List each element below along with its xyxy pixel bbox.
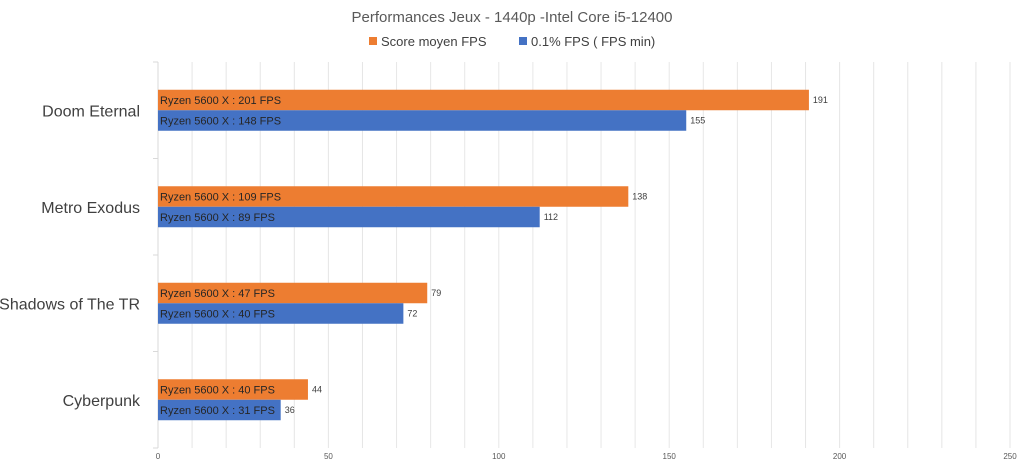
chart-title: Performances Jeux - 1440p -Intel Core i5… [351,9,672,26]
x-tick-label: 150 [663,452,677,460]
legend-swatch-1 [369,37,377,45]
bar-avg-fps [158,186,629,207]
bar-inner-label: Ryzen 5600 X : 148 FPS [160,116,281,128]
bar-avg-fps [158,282,428,304]
bar-inner-label: Ryzen 5600 X : 40 FPS [160,385,275,397]
bar-inner-label: Ryzen 5600 X : 47 FPS [160,288,275,300]
data-label: 79 [431,288,441,298]
legend-swatch-2 [519,37,527,45]
bar-min-fps [158,303,404,324]
legend-label-1: Score moyen FPS [381,34,487,49]
bar-inner-label: Ryzen 5600 X : 109 FPS [160,192,281,204]
category-label: Shadows of The TR [0,296,140,313]
category-label: Metro Exodus [41,200,140,217]
data-label: 155 [690,116,705,126]
legend-label-2: 0.1% FPS ( FPS min) [531,34,655,49]
data-label: 44 [312,385,322,395]
bars [158,89,809,421]
labels: 0 50 100 150 200 250 Doom Eternal 191 Ryzen 5600… [0,95,1017,460]
x-tick-label: 200 [833,452,847,460]
bar-avg-fps [158,379,308,400]
data-label: 72 [407,309,417,319]
category-label: Cyberpunk [63,393,141,410]
bar-min-fps [158,399,281,421]
data-label: 112 [544,212,558,222]
bar-min-fps [158,110,687,131]
data-label: 36 [285,405,295,415]
category-label: Doom Eternal [42,103,140,120]
bar-min-fps [158,206,540,228]
x-tick-label: 100 [492,452,506,460]
x-tick-label: 250 [1003,452,1017,460]
legend: Score moyen FPS 0.1% FPS ( FPS min) [369,34,655,49]
bar-inner-label: Ryzen 5600 X : 40 FPS [160,309,275,321]
bar-inner-label: Ryzen 5600 X : 201 FPS [160,95,281,107]
data-label: 191 [813,95,828,105]
x-tick-label: 0 [156,452,161,460]
bar-inner-label: Ryzen 5600 X : 31 FPS [160,405,275,417]
bar-avg-fps [158,89,809,111]
x-tick-label: 50 [324,452,333,460]
bar-inner-label: Ryzen 5600 X : 89 FPS [160,212,275,224]
data-label: 138 [632,192,647,202]
